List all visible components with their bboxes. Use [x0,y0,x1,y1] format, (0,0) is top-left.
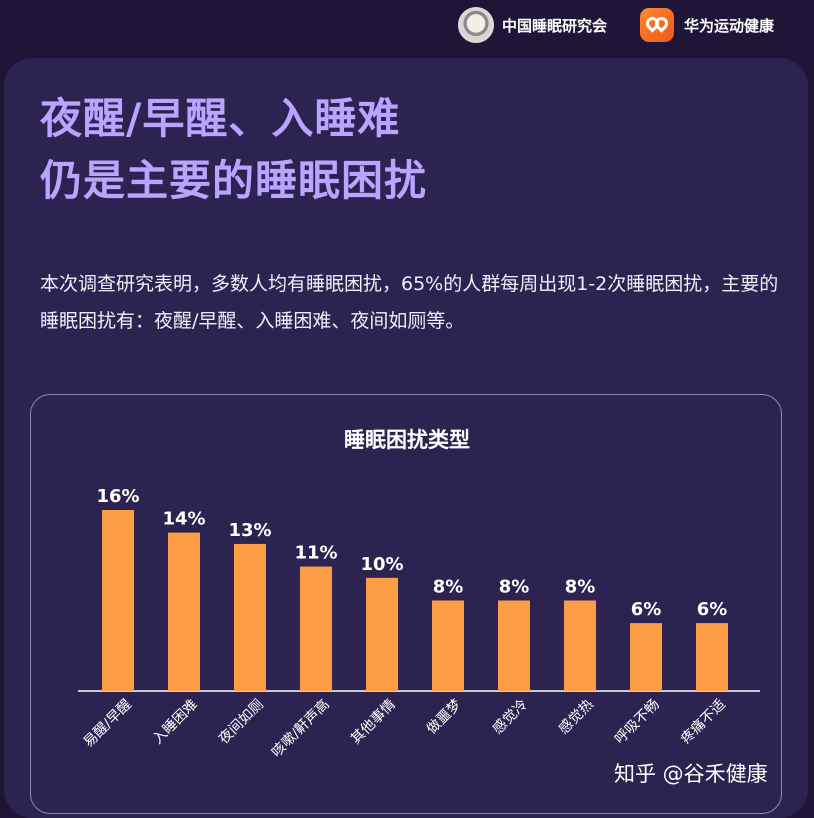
value-label-2: 14% [162,509,205,530]
top-bar: 中国睡眠研究会 华为运动健康 [0,0,814,50]
bar-1 [102,510,134,691]
category-label-1: 易醒/早醒 [81,697,135,751]
bar-3 [234,543,266,691]
category-label-2: 入睡困难 [150,697,201,748]
value-label-9: 6% [631,599,662,620]
value-label-1: 16% [96,486,139,507]
category-label-3: 夜间如厕 [216,697,267,748]
value-label-8: 8% [565,577,596,598]
bar-9 [630,623,662,691]
bar-7 [498,600,530,691]
value-label-7: 8% [499,577,530,598]
bar-6 [432,600,464,691]
bar-4 [300,566,332,691]
headline-line2: 仍是主要的睡眠困扰 [40,156,428,205]
brand-cssr: 中国睡眠研究会 [458,7,608,43]
brand-huawei-label: 华为运动健康 [684,16,775,35]
category-label-9: 呼吸不畅 [612,697,663,748]
brand-cssr-label: 中国睡眠研究会 [502,16,608,35]
value-label-6: 8% [433,577,464,598]
watermark: 知乎 @谷禾健康 [614,762,768,786]
huawei-health-heart-icon [640,8,674,42]
bar-10 [696,623,728,691]
bar-2 [168,532,200,691]
category-label-8: 感觉热 [555,696,597,738]
value-label-5: 10% [360,554,403,575]
category-label-5: 其他事情 [348,697,399,748]
category-label-4: 咳嗽/鼾声高 [268,696,333,761]
bar-8 [564,600,596,691]
category-label-10: 疼痛不适 [677,696,729,748]
value-label-4: 11% [294,543,337,564]
headline: 夜醒/早醒、入睡难 仍是主要的睡眠困扰 [40,88,427,212]
brand-huawei-health: 华为运动健康 [640,8,774,42]
value-label-3: 13% [228,520,271,541]
value-label-10: 6% [697,599,728,620]
headline-line1: 夜醒/早醒、入睡难 [40,94,401,143]
bar-5 [366,577,398,691]
category-label-7: 感觉冷 [489,696,531,738]
chart-title: 睡眠困扰类型 [344,428,470,452]
description-text: 本次调查研究表明，多数人均有睡眠困扰，65%的人群每周出现1-2次睡眠困扰，主要… [40,273,779,332]
category-label-6: 做噩梦 [424,697,465,738]
cssr-seal-icon [458,7,494,43]
